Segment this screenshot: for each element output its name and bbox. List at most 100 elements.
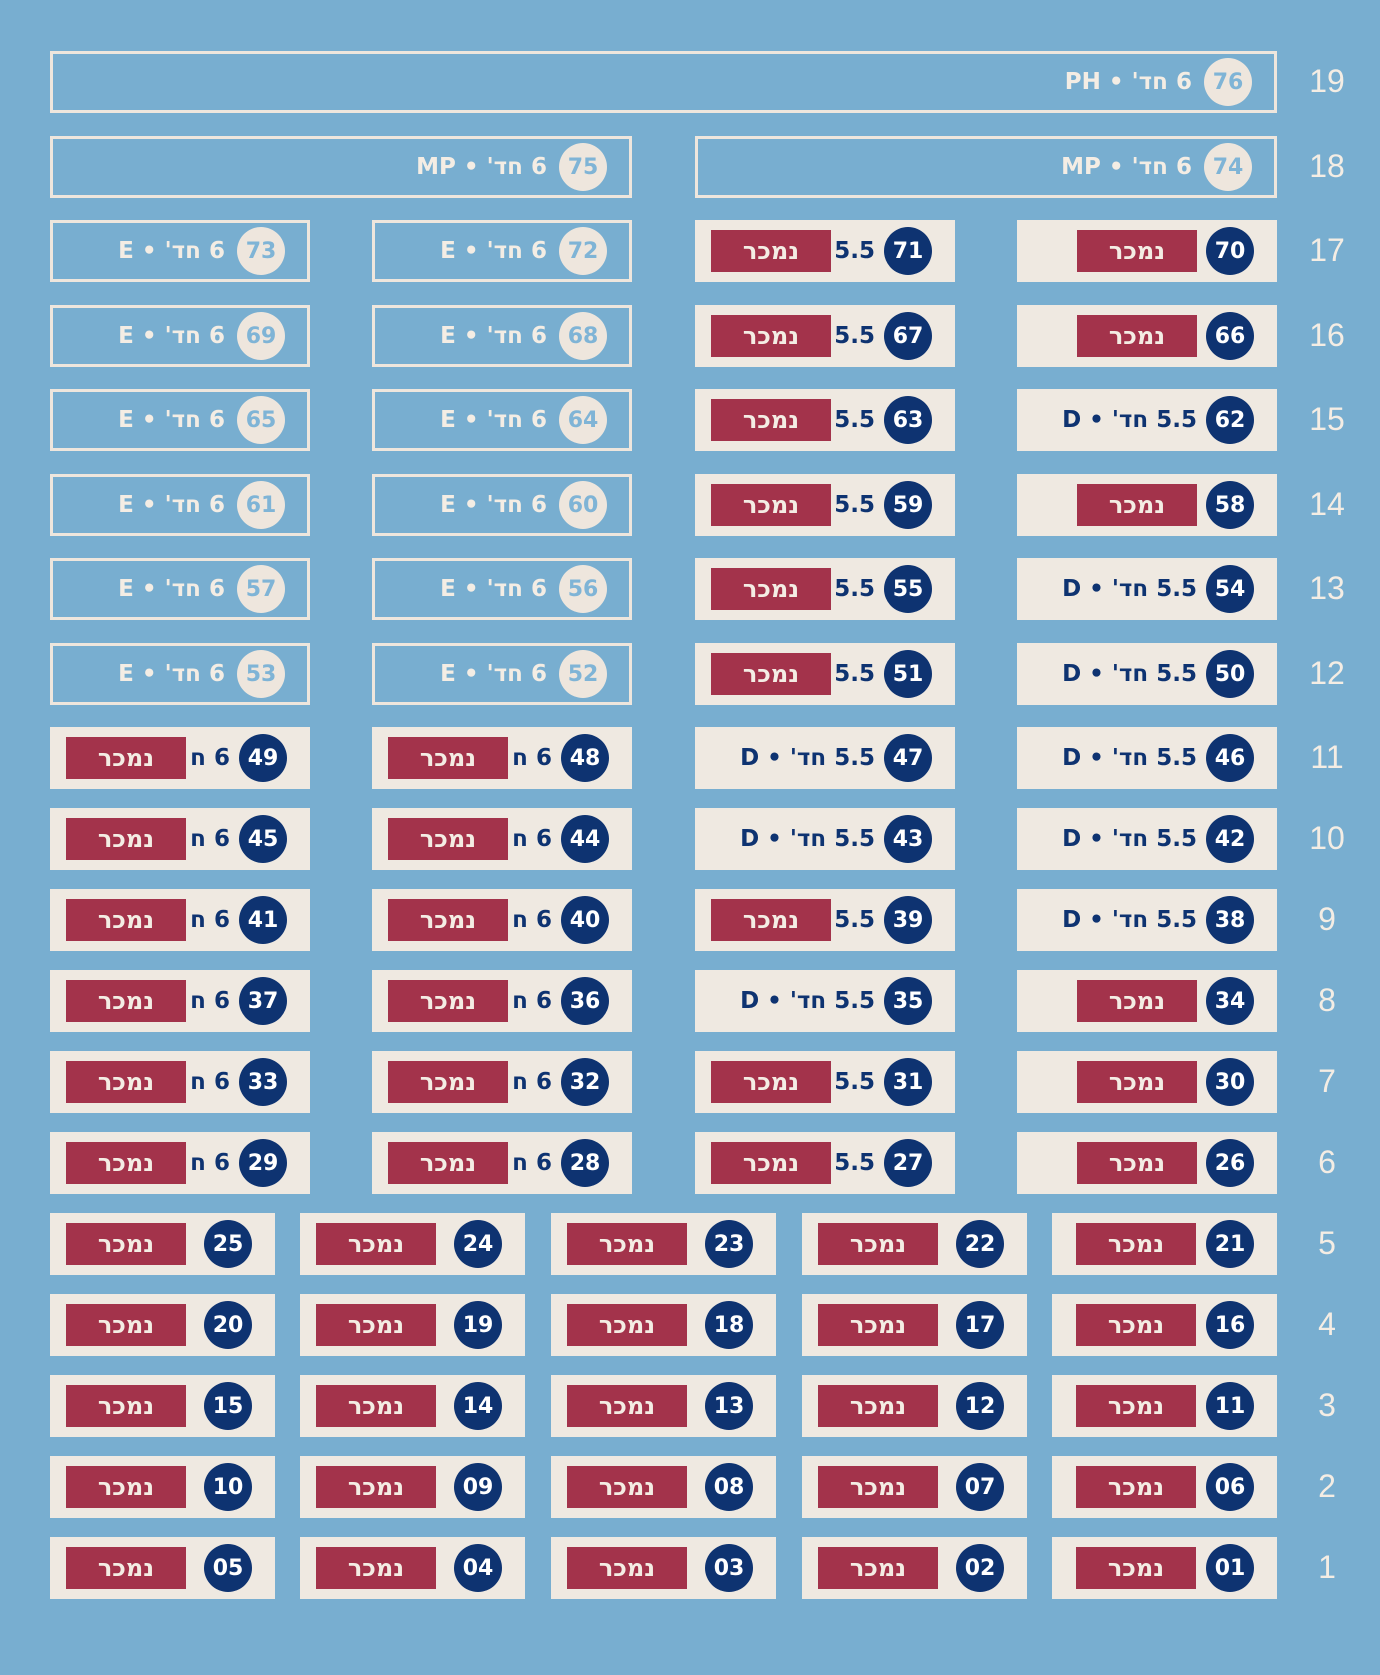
unit-02[interactable]: 02 נמכר <box>802 1537 1027 1599</box>
unit-type-label: 6 ח <box>190 907 230 933</box>
unit-18[interactable]: 18 נמכר <box>551 1294 776 1356</box>
unit-71[interactable]: 71 5.5 נמכר <box>695 220 955 282</box>
unit-54[interactable]: 54 5.5 חד' • D <box>1017 558 1277 620</box>
unit-58[interactable]: 58 נמכר <box>1017 474 1277 536</box>
unit-number-badge: 51 <box>884 650 932 698</box>
sold-badge: נמכר <box>1076 1547 1196 1589</box>
unit-30[interactable]: 30 נמכר <box>1017 1051 1277 1113</box>
unit-56[interactable]: 56 6 חד' • E <box>372 558 632 620</box>
unit-number-badge: 36 <box>561 977 609 1025</box>
unit-type-label: 6 חד' • E <box>440 238 547 264</box>
unit-number-badge: 05 <box>204 1544 252 1592</box>
unit-03[interactable]: 03 נמכר <box>551 1537 776 1599</box>
unit-number-badge: 37 <box>239 977 287 1025</box>
unit-37[interactable]: 37 6 ח נמכר <box>50 970 310 1032</box>
unit-43[interactable]: 43 5.5 חד' • D <box>695 808 955 870</box>
unit-31[interactable]: 31 5.5 נמכר <box>695 1051 955 1113</box>
unit-66[interactable]: 66 נמכר <box>1017 305 1277 367</box>
unit-21[interactable]: 21 נמכר <box>1052 1213 1277 1275</box>
unit-41[interactable]: 41 6 ח נמכר <box>50 889 310 951</box>
unit-20[interactable]: 20 נמכר <box>50 1294 275 1356</box>
unit-44[interactable]: 44 6 ח נמכר <box>372 808 632 870</box>
unit-70[interactable]: 70 נמכר <box>1017 220 1277 282</box>
floor-label: 19 <box>1309 63 1345 99</box>
unit-76[interactable]: 76 6 חד' • PH <box>50 51 1277 113</box>
unit-64[interactable]: 64 6 חד' • E <box>372 389 632 451</box>
sold-badge: נמכר <box>711 315 831 357</box>
unit-05[interactable]: 05 נמכר <box>50 1537 275 1599</box>
floor-label: 8 <box>1318 982 1336 1018</box>
floor-label: 7 <box>1318 1063 1336 1099</box>
unit-12[interactable]: 12 נמכר <box>802 1375 1027 1437</box>
unit-07[interactable]: 07 נמכר <box>802 1456 1027 1518</box>
unit-10[interactable]: 10 נמכר <box>50 1456 275 1518</box>
unit-27[interactable]: 27 5.5 נמכר <box>695 1132 955 1194</box>
sold-badge: נמכר <box>388 818 508 860</box>
unit-59[interactable]: 59 5.5 נמכר <box>695 474 955 536</box>
unit-61[interactable]: 61 6 חד' • E <box>50 474 310 536</box>
unit-29[interactable]: 29 6 ח נמכר <box>50 1132 310 1194</box>
unit-52[interactable]: 52 6 חד' • E <box>372 643 632 705</box>
unit-number-badge: 23 <box>705 1220 753 1268</box>
unit-33[interactable]: 33 6 ח נמכר <box>50 1051 310 1113</box>
unit-50[interactable]: 50 5.5 חד' • D <box>1017 643 1277 705</box>
unit-36[interactable]: 36 6 ח נמכר <box>372 970 632 1032</box>
unit-09[interactable]: 09 נמכר <box>300 1456 525 1518</box>
unit-34[interactable]: 34 נמכר <box>1017 970 1277 1032</box>
unit-08[interactable]: 08 נמכר <box>551 1456 776 1518</box>
unit-57[interactable]: 57 6 חד' • E <box>50 558 310 620</box>
unit-number-badge: 62 <box>1206 396 1254 444</box>
unit-28[interactable]: 28 6 ח נמכר <box>372 1132 632 1194</box>
unit-14[interactable]: 14 נמכר <box>300 1375 525 1437</box>
unit-53[interactable]: 53 6 חד' • E <box>50 643 310 705</box>
unit-45[interactable]: 45 6 ח נמכר <box>50 808 310 870</box>
unit-19[interactable]: 19 נמכר <box>300 1294 525 1356</box>
unit-51[interactable]: 51 5.5 נמכר <box>695 643 955 705</box>
unit-62[interactable]: 62 5.5 חד' • D <box>1017 389 1277 451</box>
unit-16[interactable]: 16 נמכר <box>1052 1294 1277 1356</box>
unit-number-badge: 22 <box>956 1220 1004 1268</box>
unit-number-badge: 28 <box>561 1139 609 1187</box>
unit-number-badge: 08 <box>705 1463 753 1511</box>
unit-68[interactable]: 68 6 חד' • E <box>372 305 632 367</box>
unit-11[interactable]: 11 נמכר <box>1052 1375 1277 1437</box>
unit-55[interactable]: 55 5.5 נמכר <box>695 558 955 620</box>
unit-46[interactable]: 46 5.5 חד' • D <box>1017 727 1277 789</box>
unit-type-label: 5.5 <box>834 661 875 687</box>
unit-22[interactable]: 22 נמכר <box>802 1213 1027 1275</box>
unit-01[interactable]: 01 נמכר <box>1052 1537 1277 1599</box>
unit-06[interactable]: 06 נמכר <box>1052 1456 1277 1518</box>
floor-label: 12 <box>1309 655 1345 691</box>
unit-39[interactable]: 39 5.5 נמכר <box>695 889 955 951</box>
floor-label: 3 <box>1318 1387 1336 1423</box>
unit-15[interactable]: 15 נמכר <box>50 1375 275 1437</box>
unit-67[interactable]: 67 5.5 נמכר <box>695 305 955 367</box>
unit-13[interactable]: 13 נמכר <box>551 1375 776 1437</box>
unit-35[interactable]: 35 5.5 חד' • D <box>695 970 955 1032</box>
unit-17[interactable]: 17 נמכר <box>802 1294 1027 1356</box>
unit-75[interactable]: 75 6 חד' • MP <box>50 136 632 198</box>
unit-38[interactable]: 38 5.5 חד' • D <box>1017 889 1277 951</box>
unit-23[interactable]: 23 נמכר <box>551 1213 776 1275</box>
sold-badge: נמכר <box>388 980 508 1022</box>
unit-25[interactable]: 25 נמכר <box>50 1213 275 1275</box>
unit-49[interactable]: 49 6 ח נמכר <box>50 727 310 789</box>
unit-48[interactable]: 48 6 ח נמכר <box>372 727 632 789</box>
unit-73[interactable]: 73 6 חד' • E <box>50 220 310 282</box>
unit-63[interactable]: 63 5.5 נמכר <box>695 389 955 451</box>
unit-60[interactable]: 60 6 חד' • E <box>372 474 632 536</box>
unit-number-badge: 38 <box>1206 896 1254 944</box>
unit-04[interactable]: 04 נמכר <box>300 1537 525 1599</box>
unit-42[interactable]: 42 5.5 חד' • D <box>1017 808 1277 870</box>
unit-69[interactable]: 69 6 חד' • E <box>50 305 310 367</box>
unit-number-badge: 50 <box>1206 650 1254 698</box>
unit-47[interactable]: 47 5.5 חד' • D <box>695 727 955 789</box>
unit-74[interactable]: 74 6 חד' • MP <box>695 136 1277 198</box>
unit-72[interactable]: 72 6 חד' • E <box>372 220 632 282</box>
unit-32[interactable]: 32 6 ח נמכר <box>372 1051 632 1113</box>
unit-type-label: 6 ח <box>190 1150 230 1176</box>
unit-26[interactable]: 26 נמכר <box>1017 1132 1277 1194</box>
unit-40[interactable]: 40 6 ח נמכר <box>372 889 632 951</box>
unit-24[interactable]: 24 נמכר <box>300 1213 525 1275</box>
unit-65[interactable]: 65 6 חד' • E <box>50 389 310 451</box>
